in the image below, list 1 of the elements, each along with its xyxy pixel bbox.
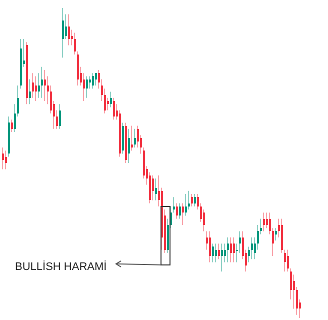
annotation: BULLİSH HARAMİ [15, 260, 107, 273]
